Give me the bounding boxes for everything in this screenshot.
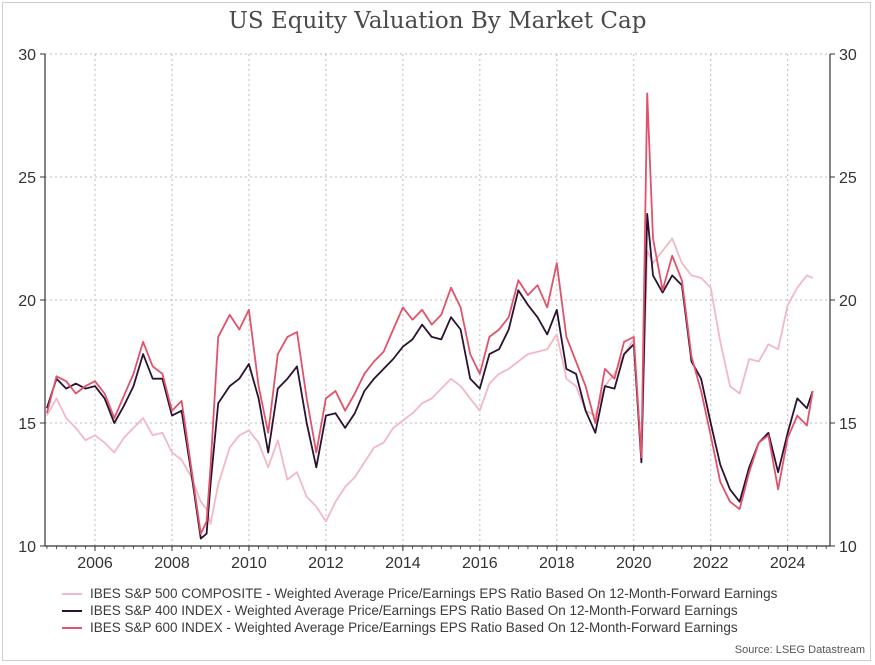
y-tick-label-right: 20 <box>839 293 857 310</box>
legend-swatch-sp500 <box>62 592 82 595</box>
legend-label-sp600: IBES S&P 600 INDEX - Weighted Average Pr… <box>90 620 738 635</box>
legend-item-sp500: IBES S&P 500 COMPOSITE - Weighted Averag… <box>62 585 777 602</box>
x-tick-label: 2016 <box>462 555 498 572</box>
legend: IBES S&P 500 COMPOSITE - Weighted Averag… <box>62 585 777 636</box>
series-line-sp500 <box>46 237 814 525</box>
x-tick-label: 2012 <box>308 555 344 572</box>
source-note: Source: LSEG Datastream <box>734 644 865 656</box>
x-tick-label: 2024 <box>770 555 806 572</box>
chart-title: US Equity Valuation By Market Cap <box>228 8 647 34</box>
y-tick-label-left: 20 <box>18 293 36 310</box>
y-tick-label-left: 30 <box>18 47 36 64</box>
x-tick-label: 2022 <box>693 555 729 572</box>
legend-item-sp400: IBES S&P 400 INDEX - Weighted Average Pr… <box>62 602 777 619</box>
series-layer <box>46 92 814 540</box>
series-line-sp600 <box>46 92 814 535</box>
legend-label-sp500: IBES S&P 500 COMPOSITE - Weighted Averag… <box>90 586 778 601</box>
legend-swatch-sp400 <box>62 609 82 612</box>
x-tick-label: 2020 <box>616 555 652 572</box>
y-tick-label-left: 15 <box>18 416 36 433</box>
y-tick-label-right: 30 <box>839 47 857 64</box>
y-tick-label-left: 10 <box>18 539 36 556</box>
y-tick-label-right: 15 <box>839 416 857 433</box>
y-tick-label-right: 10 <box>839 539 857 556</box>
legend-item-sp600: IBES S&P 600 INDEX - Weighted Average Pr… <box>62 619 777 636</box>
legend-swatch-sp600 <box>62 626 82 629</box>
x-tick-label: 2018 <box>539 555 575 572</box>
x-tick-label: 2006 <box>77 555 113 572</box>
y-tick-label-right: 25 <box>839 170 857 187</box>
x-tick-label: 2008 <box>154 555 190 572</box>
x-tick-label: 2010 <box>231 555 267 572</box>
y-tick-label-left: 25 <box>18 170 36 187</box>
x-tick-label: 2014 <box>385 555 421 572</box>
legend-label-sp400: IBES S&P 400 INDEX - Weighted Average Pr… <box>90 603 738 618</box>
